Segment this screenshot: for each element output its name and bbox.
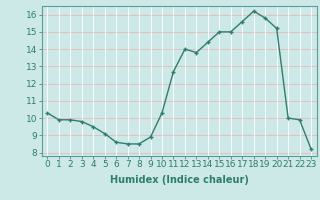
X-axis label: Humidex (Indice chaleur): Humidex (Indice chaleur) xyxy=(110,175,249,185)
